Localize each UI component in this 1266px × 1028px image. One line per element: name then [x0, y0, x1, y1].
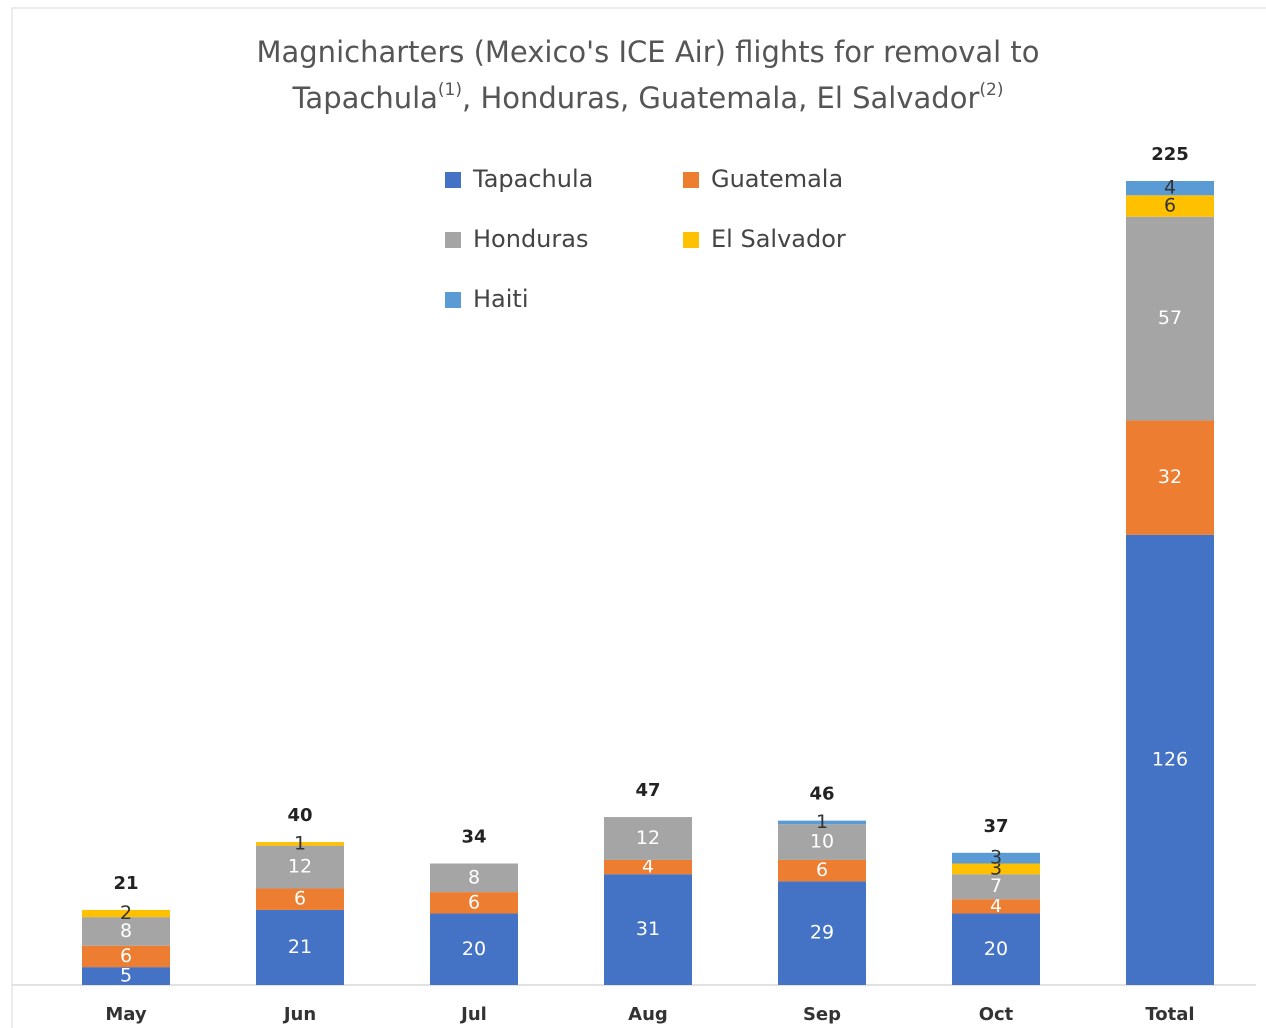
chart-title: Tapachula(1), Honduras, Guatemala, El Sa…: [292, 80, 1004, 115]
data-label: 6: [468, 891, 480, 913]
x-tick-label: May: [105, 1004, 147, 1025]
bar-segment: [778, 859, 866, 882]
total-label: 34: [461, 827, 486, 848]
legend-swatch: [683, 172, 699, 188]
bar-segment: [82, 945, 170, 968]
data-label: 12: [288, 856, 312, 878]
data-label: 126: [1152, 748, 1188, 770]
bar-segment: [604, 817, 692, 860]
legend-swatch: [683, 232, 699, 248]
bar-segment: [952, 913, 1040, 985]
bar-segment: [256, 845, 344, 889]
bar-segment: [430, 892, 518, 914]
data-label: 31: [636, 918, 660, 940]
data-label: 32: [1158, 466, 1182, 488]
bar-segment: [1126, 216, 1214, 421]
legend-label: El Salvador: [711, 225, 846, 253]
data-label: 2: [120, 902, 132, 924]
total-label: 37: [983, 816, 1008, 837]
bar-segment: [82, 967, 170, 985]
bar-segment: [1126, 534, 1214, 985]
legend-swatch: [445, 232, 461, 248]
legend-swatch: [445, 172, 461, 188]
data-label: 20: [984, 938, 1008, 960]
bar-segment: [778, 824, 866, 860]
bar-segment: [952, 863, 1040, 875]
total-label: 46: [809, 784, 834, 805]
bar-segment: [1126, 181, 1214, 196]
legend-label: Tapachula: [472, 165, 593, 193]
data-label: 4: [990, 895, 1002, 917]
bar-segment: [952, 852, 1040, 864]
x-tick-label: Sep: [803, 1004, 841, 1025]
bar-segment: [604, 859, 692, 875]
title-superscript: (2): [979, 80, 1003, 100]
bar-segment: [430, 913, 518, 985]
x-tick-label: Jul: [459, 1004, 487, 1025]
x-tick-label: Jun: [282, 1004, 316, 1025]
total-label: 225: [1151, 144, 1189, 165]
bar-segment: [1126, 420, 1214, 535]
title-part: , Honduras, Guatemala, El Salvador: [462, 81, 979, 115]
bar-segment: [952, 899, 1040, 914]
data-label: 6: [294, 888, 306, 910]
bar-segment: [82, 917, 170, 946]
x-tick-label: Aug: [628, 1004, 668, 1025]
bar-segment: [952, 874, 1040, 900]
legend-label: Honduras: [473, 225, 588, 253]
data-label: 8: [120, 920, 132, 942]
data-label: 1: [816, 811, 828, 833]
bar-segment: [778, 820, 866, 825]
data-label: 6: [1164, 195, 1176, 217]
data-label: 6: [816, 859, 828, 881]
chart-title: Magnicharters (Mexico's ICE Air) flights…: [256, 35, 1039, 69]
data-label: 4: [642, 856, 654, 878]
data-label: 6: [120, 945, 132, 967]
bar-segment: [430, 863, 518, 893]
bar-segment: [1126, 195, 1214, 217]
data-label: 1: [294, 832, 306, 854]
total-label: 40: [287, 805, 312, 826]
data-label: 10: [810, 831, 834, 853]
data-label: 57: [1158, 307, 1182, 329]
legend-label: Guatemala: [711, 165, 843, 193]
title-superscript: (1): [438, 80, 462, 100]
data-label: 7: [990, 875, 1002, 897]
data-label: 29: [810, 922, 834, 944]
x-tick-label: Oct: [979, 1004, 1014, 1025]
data-label: 12: [636, 827, 660, 849]
bar-segment: [82, 909, 170, 918]
bar-segment: [256, 842, 344, 846]
data-label: 8: [468, 866, 480, 888]
x-tick-label: Total: [1145, 1004, 1194, 1025]
total-label: 47: [635, 780, 660, 801]
bar-segment: [604, 874, 692, 985]
bar-segment: [256, 909, 344, 985]
data-label: 21: [288, 936, 312, 958]
legend-label: Haiti: [473, 285, 529, 313]
data-label: 3: [990, 847, 1002, 869]
data-label: 20: [462, 938, 486, 960]
data-label: 4: [1164, 177, 1176, 199]
data-label: 5: [120, 965, 132, 987]
bar-segment: [256, 888, 344, 910]
total-label: 21: [113, 873, 138, 894]
bar-segment: [778, 881, 866, 985]
legend-swatch: [445, 292, 461, 308]
title-part: Tapachula: [292, 81, 438, 115]
